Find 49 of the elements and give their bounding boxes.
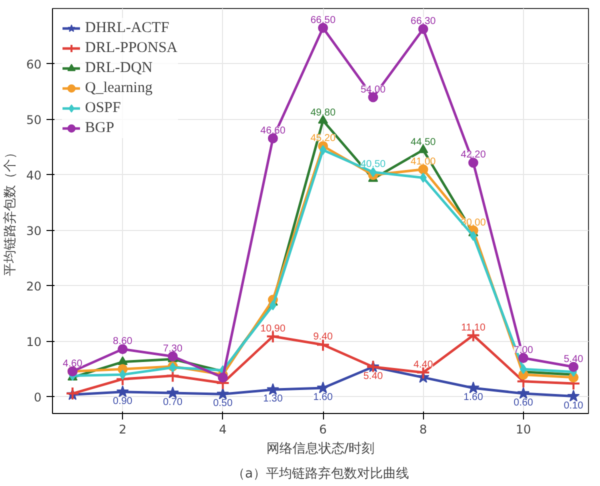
data-label: 10.90 (260, 323, 286, 334)
y-tick-label: 60 (26, 57, 42, 72)
y-tick-label: 0 (34, 390, 42, 404)
data-label: 7.30 (162, 343, 183, 354)
data-label: 9.40 (313, 332, 334, 343)
data-label: 0.90 (112, 396, 133, 407)
data-label: 41.00 (410, 156, 436, 168)
data-label: 5.40 (564, 354, 584, 365)
data-label: 5.40 (363, 370, 384, 382)
x-tick-label: 6 (319, 422, 327, 436)
x-axis-title: 网络信息状态/时刻 (266, 442, 375, 456)
data-label: 42.20 (460, 150, 486, 161)
data-label: 1.60 (313, 392, 334, 403)
data-label: 0.50 (213, 398, 233, 410)
data-label: 0.60 (514, 398, 534, 409)
data-label: 4.40 (413, 359, 434, 370)
data-label: 1.30 (263, 394, 284, 405)
data-label: 66.30 (410, 16, 436, 28)
y-tick-label: 10 (26, 334, 42, 349)
data-label: 54.00 (360, 84, 386, 96)
data-label: 7.00 (514, 345, 534, 356)
y-tick-label: 40 (26, 168, 42, 182)
y-tick-label: 50 (26, 112, 42, 127)
data-label: 49.80 (310, 108, 336, 119)
legend-label: BGP (85, 120, 114, 136)
data-label: 4.60 (62, 358, 83, 370)
x-tick-label: 2 (118, 422, 126, 436)
data-label: 44.50 (410, 136, 436, 148)
y-tick-label: 30 (26, 224, 42, 238)
data-label: 8.60 (112, 336, 133, 348)
y-axis-title: 平均链路弃包数（个） (2, 146, 18, 276)
y-tick-label: 20 (26, 279, 42, 294)
data-label: 1.60 (464, 392, 484, 403)
data-label: 46.60 (260, 125, 286, 136)
legend-label: DRL-PPONSA (85, 40, 178, 56)
data-label: 45.20 (310, 133, 336, 144)
legend-label: DHRL-ACTF (85, 20, 170, 36)
x-tick-label: 8 (419, 422, 428, 436)
data-label: 0.10 (564, 400, 584, 412)
legend-label: DRL-DQN (85, 60, 152, 76)
data-label: 11.10 (461, 322, 486, 334)
data-label: 0.70 (162, 396, 183, 408)
x-tick-label: 10 (516, 422, 532, 436)
legend-label: Q_learning (85, 80, 152, 96)
x-tick-label: 4 (219, 422, 227, 436)
data-label: 40.50 (360, 159, 386, 170)
data-label: 66.50 (310, 14, 336, 26)
legend-label: OSPF (85, 100, 121, 116)
text: （a）平均链路弃包数对比曲线 (232, 466, 409, 482)
